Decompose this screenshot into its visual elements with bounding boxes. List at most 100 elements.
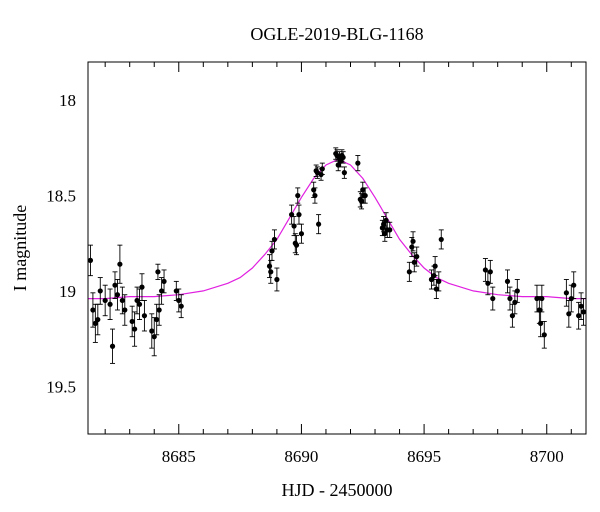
data-point (151, 317, 157, 357)
data-marker (90, 307, 96, 313)
data-marker (362, 192, 368, 199)
data-marker (514, 288, 520, 294)
data-marker (161, 278, 167, 284)
data-point (410, 231, 416, 252)
data-point (355, 155, 361, 172)
data-point (122, 294, 128, 326)
data-marker (132, 326, 138, 332)
data-marker (383, 217, 389, 223)
data-point (538, 309, 544, 338)
data-point (161, 269, 167, 294)
data-point (291, 216, 297, 237)
data-marker (436, 278, 442, 284)
data-marker (268, 269, 274, 275)
data-point (490, 286, 496, 311)
data-point (541, 320, 547, 349)
data-marker (88, 257, 94, 263)
data-marker (291, 223, 297, 229)
data-point (298, 223, 305, 244)
data-marker (355, 160, 361, 166)
data-marker (382, 231, 388, 237)
data-point (406, 261, 412, 282)
data-marker (576, 313, 582, 319)
data-marker (141, 313, 148, 319)
data-marker (409, 244, 415, 250)
data-point (136, 288, 143, 320)
data-marker (504, 278, 511, 284)
data-point (176, 288, 182, 313)
data-marker (136, 301, 143, 307)
y-tick-label: 19 (59, 282, 76, 301)
data-marker (433, 286, 439, 292)
data-point (293, 235, 300, 256)
data-marker (274, 276, 280, 283)
data-marker (114, 292, 121, 298)
data-marker (154, 316, 160, 323)
data-point (274, 267, 280, 292)
data-marker (312, 192, 318, 199)
x-tick-label: 8685 (162, 447, 196, 466)
data-point (141, 300, 148, 332)
data-marker (410, 238, 416, 244)
data-point (341, 166, 347, 179)
data-point (381, 216, 387, 233)
x-tick-label: 8690 (284, 447, 318, 466)
data-marker (563, 290, 569, 296)
data-marker (149, 328, 155, 334)
data-marker (411, 259, 417, 265)
axes: 8685 8690 8695 8700 18 18.5 19 19.5 (46, 61, 587, 466)
data-marker (95, 316, 101, 323)
data-marker (296, 212, 302, 218)
data-marker (319, 166, 325, 172)
data-marker (134, 297, 140, 304)
x-axis-label: HJD - 2450000 (282, 480, 393, 500)
data-point (95, 303, 101, 336)
data-marker (155, 269, 161, 275)
data-marker (539, 295, 545, 302)
data-point (173, 280, 179, 301)
data-marker (97, 288, 103, 294)
y-tick-label: 18.5 (46, 187, 76, 206)
data-marker (335, 162, 341, 168)
data-marker (541, 332, 547, 338)
data-marker (482, 267, 489, 273)
data-marker (271, 236, 278, 243)
data-point (88, 244, 94, 277)
data-marker (102, 297, 108, 304)
data-marker (109, 343, 116, 349)
data-point (178, 294, 184, 319)
data-marker (289, 212, 295, 218)
data-point (539, 284, 545, 313)
data-marker (176, 297, 182, 304)
data-point (432, 256, 438, 277)
data-marker (122, 307, 128, 313)
plot-frame (87, 61, 587, 435)
data-marker (578, 303, 584, 309)
data-marker (507, 295, 513, 302)
data-point (482, 258, 489, 282)
data-marker (139, 284, 145, 290)
data-marker (269, 248, 275, 254)
chart-title: OGLE-2019-BLG-1168 (250, 24, 423, 44)
data-point (514, 279, 520, 303)
data-marker (358, 198, 365, 204)
data-point (504, 269, 511, 294)
data-point (119, 286, 125, 315)
data-point (296, 204, 302, 225)
data-marker (381, 221, 387, 227)
data-point (563, 279, 569, 307)
data-marker (490, 295, 496, 302)
data-marker (107, 301, 113, 307)
data-marker (428, 276, 435, 283)
data-point (97, 277, 103, 305)
data-marker (487, 269, 493, 275)
data-point (414, 246, 420, 267)
data-point (289, 204, 295, 225)
data-marker (534, 295, 540, 302)
data-marker (432, 263, 438, 269)
data-marker (92, 320, 98, 326)
data-marker (387, 227, 393, 233)
data-marker (129, 318, 135, 325)
data-point (149, 313, 155, 349)
